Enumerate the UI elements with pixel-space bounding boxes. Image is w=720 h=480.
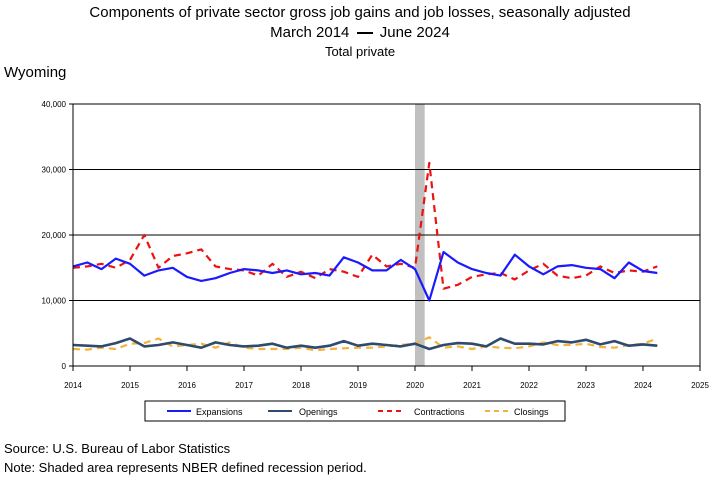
x-tick-label: 2016 bbox=[178, 381, 196, 390]
chart-title: Components of private sector gross job g… bbox=[89, 4, 631, 21]
x-tick-label: 2014 bbox=[64, 381, 82, 390]
chart-subtitle: March 2014 June 2024 bbox=[0, 24, 720, 41]
source-note: Source: U.S. Bureau of Labor Statistics bbox=[4, 441, 231, 456]
x-tick-label: 2019 bbox=[349, 381, 367, 390]
x-tick-label: 2022 bbox=[520, 381, 538, 390]
y-tick-label: 10,000 bbox=[42, 297, 67, 306]
legend-label-openings: Openings bbox=[299, 407, 338, 417]
series-line-expansions bbox=[72, 250, 658, 302]
recession-note: Note: Shaded area represents NBER define… bbox=[4, 460, 367, 475]
legend-label-expansions: Expansions bbox=[196, 407, 243, 417]
subtitle-end: June 2024 bbox=[379, 24, 450, 41]
x-tick-label: 2018 bbox=[292, 381, 310, 390]
legend-label-contractions: Contractions bbox=[414, 407, 465, 417]
y-tick-label: 20,000 bbox=[42, 231, 67, 240]
y-tick-label: 0 bbox=[62, 362, 67, 371]
x-tick-label: 2024 bbox=[634, 381, 652, 390]
y-tick-label: 40,000 bbox=[42, 100, 67, 109]
x-tick-label: 2015 bbox=[121, 381, 139, 390]
series-line-openings bbox=[72, 337, 658, 351]
subtitle-start: March 2014 bbox=[270, 24, 350, 41]
y-tick-label: 30,000 bbox=[42, 166, 67, 175]
series-line-closings bbox=[72, 336, 658, 352]
x-tick-label: 2020 bbox=[406, 381, 424, 390]
x-tick-label: 2023 bbox=[577, 381, 595, 390]
x-tick-label: 2025 bbox=[691, 381, 709, 390]
legend-label-closings: Closings bbox=[514, 407, 549, 417]
subtitle-dash bbox=[356, 32, 373, 35]
x-tick-label: 2017 bbox=[235, 381, 253, 390]
x-tick-label: 2021 bbox=[463, 381, 481, 390]
series-label: Total private bbox=[324, 44, 396, 59]
legend-box bbox=[144, 400, 566, 422]
state-label: Wyoming bbox=[4, 64, 67, 81]
